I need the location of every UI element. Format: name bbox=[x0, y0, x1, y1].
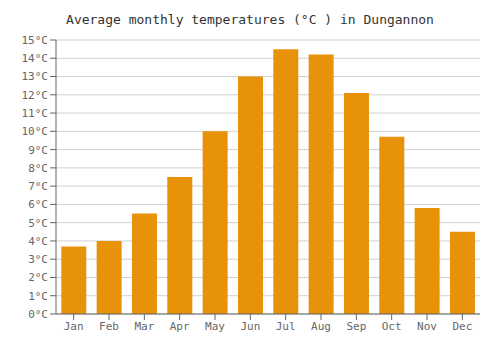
svg-text:8°C: 8°C bbox=[28, 162, 48, 175]
svg-text:14°C: 14°C bbox=[22, 52, 49, 65]
svg-text:Feb: Feb bbox=[99, 320, 119, 333]
svg-text:Oct: Oct bbox=[382, 320, 402, 333]
svg-text:2°C: 2°C bbox=[28, 271, 48, 284]
svg-text:15°C: 15°C bbox=[22, 34, 49, 47]
svg-text:4°C: 4°C bbox=[28, 235, 48, 248]
html-text:Average monthly temperatures (: Average monthly temperatures (°C ) in Du… bbox=[66, 12, 434, 27]
svg-text:Jan: Jan bbox=[64, 320, 84, 333]
svg-text:9°C: 9°C bbox=[28, 144, 48, 157]
svg-text:Mar: Mar bbox=[134, 320, 154, 333]
svg-text:0°C: 0°C bbox=[28, 308, 48, 321]
svg-text:7°C: 7°C bbox=[28, 180, 48, 193]
svg-text:Jun: Jun bbox=[240, 320, 260, 333]
svg-text:May: May bbox=[205, 320, 225, 333]
svg-text:Aug: Aug bbox=[311, 320, 331, 333]
svg-text:12°C: 12°C bbox=[22, 89, 49, 102]
svg-text:10°C: 10°C bbox=[22, 125, 49, 138]
svg-text:6°C: 6°C bbox=[28, 198, 48, 211]
svg-text:3°C: 3°C bbox=[28, 253, 48, 266]
svg-text:Sep: Sep bbox=[346, 320, 366, 333]
svg-text:Jul: Jul bbox=[276, 320, 296, 333]
svg-text:13°C: 13°C bbox=[22, 70, 49, 83]
svg-text:Nov: Nov bbox=[417, 320, 437, 333]
svg-text:5°C: 5°C bbox=[28, 217, 48, 230]
svg-text:1°C: 1°C bbox=[28, 290, 48, 303]
svg-text:11°C: 11°C bbox=[22, 107, 49, 120]
svg-text:Dec: Dec bbox=[452, 320, 472, 333]
svg-text:Apr: Apr bbox=[170, 320, 190, 333]
